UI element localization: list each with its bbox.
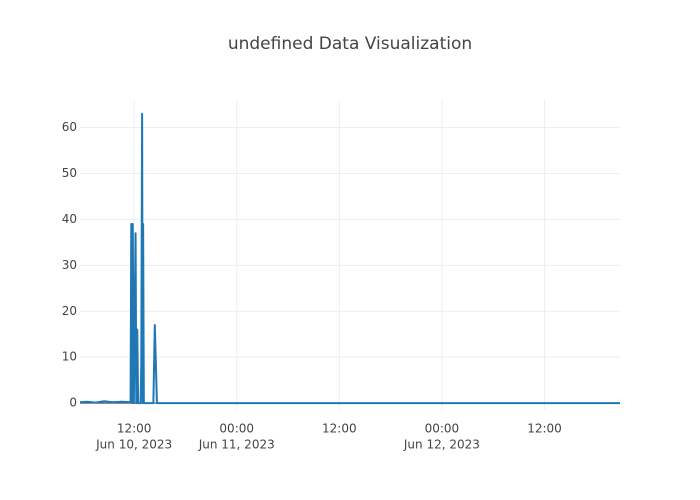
data-line [79,112,620,405]
y-tick-label: 50 [62,166,77,180]
x-tick-label: 00:00 [425,422,460,436]
x-tick-sublabel: Jun 12, 2023 [403,438,480,452]
y-tick-label: 20 [62,304,77,318]
x-tick-sublabel: Jun 10, 2023 [95,438,172,452]
y-tick-label: 60 [62,120,77,134]
x-tick-sublabel: Jun 11, 2023 [198,438,275,452]
y-tick-label: 40 [62,212,77,226]
x-tick-label: 00:00 [219,422,254,436]
y-tick-label: 30 [62,258,77,272]
chart-title: undefined Data Visualization [228,34,472,54]
y-tick-label: 0 [69,396,77,410]
x-tick-label: 12:00 [117,422,152,436]
x-tick-label: 12:00 [527,422,562,436]
y-tick-label: 10 [62,350,77,364]
x-tick-label: 12:00 [322,422,357,436]
